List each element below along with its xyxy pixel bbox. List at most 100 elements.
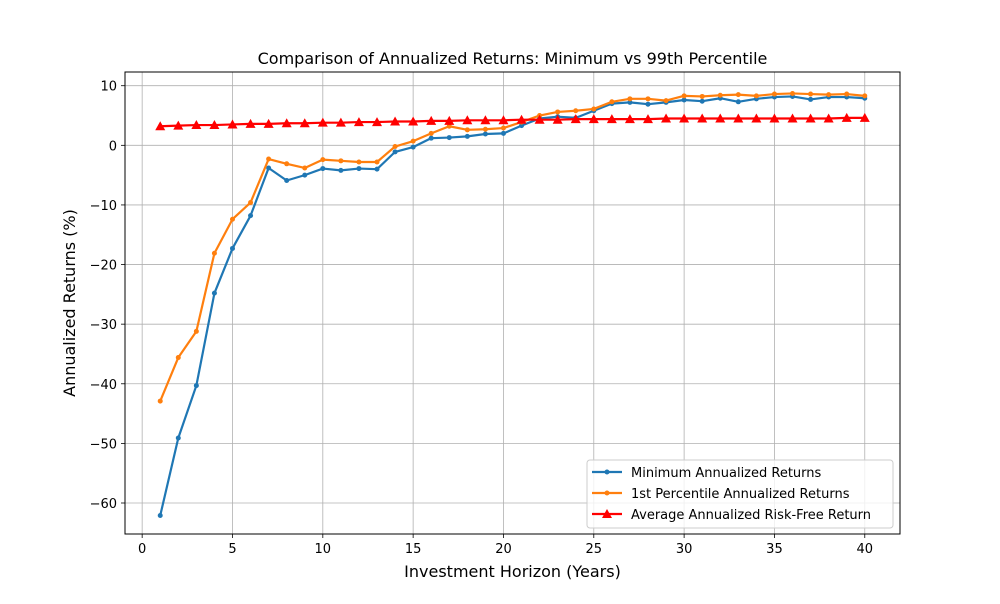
minimum-annualized-returns-point bbox=[808, 96, 814, 102]
y-tick-label: −30 bbox=[90, 318, 117, 333]
1st-percentile-annualized-returns-point bbox=[555, 109, 561, 115]
legend-item: Average Annualized Risk-Free Return bbox=[592, 508, 871, 523]
y-tick-label: −40 bbox=[90, 378, 117, 393]
minimum-annualized-returns-point bbox=[627, 99, 633, 105]
minimum-annualized-returns-point bbox=[735, 99, 741, 105]
series-group bbox=[155, 90, 870, 519]
minimum-annualized-returns-point bbox=[193, 383, 199, 389]
1st-percentile-annualized-returns-point bbox=[302, 165, 308, 171]
average-annualized-risk-free-return-point bbox=[353, 117, 364, 127]
average-annualized-risk-free-return-point bbox=[606, 114, 617, 124]
average-annualized-risk-free-return-point bbox=[227, 119, 238, 129]
average-annualized-risk-free-return-point bbox=[516, 114, 527, 124]
1st-percentile-annualized-returns-point bbox=[717, 92, 723, 98]
1st-percentile-annualized-returns-point bbox=[193, 328, 199, 334]
minimum-annualized-returns-point bbox=[284, 177, 290, 183]
1st-percentile-annualized-returns-point bbox=[808, 91, 814, 97]
1st-percentile-annualized-returns-point bbox=[753, 93, 759, 99]
1st-percentile-annualized-returns-point bbox=[157, 398, 163, 404]
y-tick-label: −10 bbox=[90, 199, 117, 214]
minimum-annualized-returns-point bbox=[211, 290, 217, 296]
legend-swatch-marker bbox=[602, 509, 612, 518]
average-annualized-risk-free-return-point bbox=[624, 114, 635, 124]
y-tick-label: 0 bbox=[109, 139, 117, 154]
legend-item: Minimum Annualized Returns bbox=[592, 466, 822, 481]
minimum-annualized-returns-point bbox=[482, 131, 488, 137]
legend-box bbox=[586, 459, 894, 529]
x-tick-label: 0 bbox=[138, 542, 146, 557]
x-tick-label: 20 bbox=[495, 542, 512, 557]
1st-percentile-annualized-returns-point bbox=[771, 91, 777, 97]
average-annualized-risk-free-return-point bbox=[841, 112, 852, 122]
average-annualized-risk-free-return-point bbox=[805, 113, 816, 123]
chart-title: Comparison of Annualized Returns: Minimu… bbox=[258, 49, 768, 68]
minimum-annualized-returns-point bbox=[681, 97, 687, 103]
1st-percentile-annualized-returns-point bbox=[175, 355, 181, 361]
average-annualized-risk-free-return-point bbox=[552, 114, 563, 124]
average-annualized-risk-free-return-point bbox=[733, 113, 744, 123]
minimum-annualized-returns-point bbox=[302, 172, 308, 178]
grid-lines bbox=[125, 72, 900, 534]
average-annualized-risk-free-return-point bbox=[751, 113, 762, 123]
average-annualized-risk-free-return-point bbox=[408, 116, 419, 126]
average-annualized-risk-free-return-point bbox=[480, 115, 491, 125]
1st-percentile-annualized-returns-point bbox=[410, 138, 416, 144]
minimum-annualized-returns-point bbox=[157, 513, 163, 519]
1st-percentile-annualized-returns-point bbox=[338, 158, 344, 164]
average-annualized-risk-free-return-point bbox=[209, 120, 220, 130]
minimum-annualized-returns-point bbox=[175, 435, 181, 441]
y-tick-label: −50 bbox=[90, 437, 117, 452]
1st-percentile-annualized-returns-point bbox=[645, 96, 651, 102]
legend-swatch-marker bbox=[604, 469, 610, 475]
legend: Minimum Annualized Returns 1st Percentile… bbox=[586, 459, 894, 529]
minimum-annualized-returns-point bbox=[374, 166, 380, 172]
1st-percentile-annualized-returns-point bbox=[500, 125, 506, 131]
legend-label: 1st Percentile Annualized Returns bbox=[631, 487, 850, 502]
average-annualized-risk-free-return-point bbox=[661, 113, 672, 123]
1st-percentile-annualized-returns-point bbox=[229, 216, 235, 222]
1st-percentile-annualized-returns-point bbox=[627, 96, 633, 102]
minimum-annualized-returns-point bbox=[699, 98, 705, 104]
minimum-annualized-returns-point bbox=[428, 135, 434, 141]
average-annualized-risk-free-return-point bbox=[534, 114, 545, 124]
average-annualized-risk-free-return-point bbox=[245, 118, 256, 128]
x-tick-label: 15 bbox=[405, 542, 422, 557]
x-tick-label: 35 bbox=[766, 542, 783, 557]
1st-percentile-annualized-returns-point bbox=[248, 200, 254, 206]
minimum-annualized-returns-point bbox=[356, 166, 362, 172]
1st-percentile-annualized-returns-point bbox=[446, 123, 452, 129]
legend-label: Average Annualized Risk-Free Return bbox=[631, 508, 871, 523]
minimum-annualized-returns-point bbox=[392, 149, 398, 155]
minimum-annualized-returns-point bbox=[446, 135, 452, 141]
average-annualized-risk-free-return-point bbox=[426, 115, 437, 125]
average-annualized-risk-free-return-point bbox=[263, 118, 274, 128]
average-annualized-risk-free-return-point bbox=[372, 117, 383, 127]
average-annualized-risk-free-return-point bbox=[588, 114, 599, 124]
average-annualized-risk-free-return-point bbox=[299, 118, 310, 128]
average-annualized-risk-free-return-line bbox=[160, 116, 865, 128]
average-annualized-risk-free-return-point bbox=[570, 114, 581, 124]
average-annualized-risk-free-return-point bbox=[155, 121, 166, 131]
average-annualized-risk-free-return-point bbox=[444, 115, 455, 125]
minimum-annualized-returns-point bbox=[410, 144, 416, 150]
average-annualized-risk-free-return-point bbox=[679, 113, 690, 123]
x-tick-label: 25 bbox=[586, 542, 603, 557]
1st-percentile-annualized-returns-point bbox=[663, 98, 669, 104]
x-tick-label: 5 bbox=[228, 542, 236, 557]
1st-percentile-annualized-returns-point bbox=[844, 91, 850, 97]
minimum-annualized-returns-point bbox=[519, 123, 525, 129]
axis-ticks: 0 5 10 15 20 25 30 35 40 10 0 −10 −20 −30 −40 −50 −60 bbox=[90, 80, 873, 557]
minimum-annualized-returns-line bbox=[159, 95, 865, 516]
average-annualized-risk-free-return-point bbox=[769, 113, 780, 123]
average-annualized-risk-free-return-point bbox=[317, 117, 328, 127]
x-tick-label: 10 bbox=[315, 542, 332, 557]
minimum-annualized-returns-point bbox=[248, 213, 254, 219]
average-annualized-risk-free-return-point bbox=[390, 116, 401, 126]
average-annualized-risk-free-return-point bbox=[787, 113, 798, 123]
average-annualized-risk-free-return-point bbox=[642, 114, 653, 124]
average-annualized-risk-free-return-point bbox=[498, 115, 509, 125]
y-tick-label: −60 bbox=[90, 497, 117, 512]
1st-percentile-annualized-returns-point bbox=[573, 108, 579, 114]
legend-swatch-marker bbox=[604, 490, 610, 496]
